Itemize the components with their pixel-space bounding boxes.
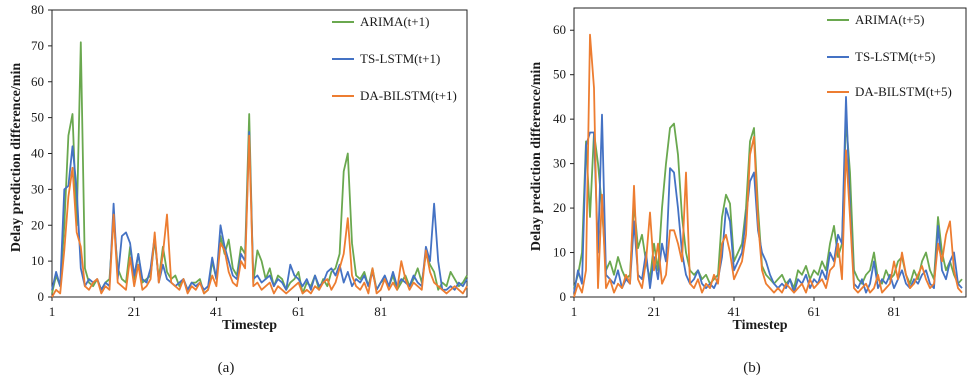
series-line-ARIMA(t+5) <box>573 118 963 290</box>
series-line-DA-BILSTM(t+5) <box>573 33 963 298</box>
legend-label: DA-BILSTM(t+1) <box>360 88 457 103</box>
y-tick-label: 10 <box>31 253 44 268</box>
y-axis-title: Delay prediction difference/min <box>9 63 24 252</box>
y-tick-label: 0 <box>560 289 567 304</box>
x-tick-label: 1 <box>49 304 56 319</box>
y-tick-label: 50 <box>31 110 44 125</box>
x-tick-label: 61 <box>808 304 821 319</box>
y-tick-label: 60 <box>31 74 44 89</box>
y-tick-label: 50 <box>553 67 566 82</box>
y-tick-label: 20 <box>553 200 566 215</box>
x-tick-label: 41 <box>210 304 223 319</box>
plot-frame <box>573 7 967 298</box>
figure-caption: (a) <box>218 360 235 376</box>
x-tick-label: 41 <box>728 304 741 319</box>
series-line-ARIMA(t+1) <box>51 41 468 295</box>
x-axis-title: Timestep <box>733 318 788 333</box>
y-tick-label: 0 <box>38 289 45 304</box>
figure-caption: (b) <box>743 360 761 376</box>
y-tick-label: 70 <box>31 38 44 53</box>
y-axis-title: Delay prediction difference/min <box>529 62 544 251</box>
x-tick-label: 1 <box>571 304 578 319</box>
chart-a: 0 10 20 30 40 50 60 70 80 1 21 41 61 81 Timestep Delay … <box>9 2 468 376</box>
x-axis-title: Timestep <box>222 318 277 333</box>
y-tick-label: 20 <box>31 217 44 232</box>
legend-label: ARIMA(t+5) <box>855 12 924 27</box>
y-tick-label: 40 <box>31 146 44 161</box>
legend-label: TS-LSTM(t+5) <box>855 49 935 64</box>
series-line-DA-BILSTM(t+1) <box>51 134 468 298</box>
x-tick-label: 81 <box>374 304 387 319</box>
chart-b: 0 10 20 30 40 50 60 1 21 41 61 81 Timestep Delay pred… <box>529 7 967 376</box>
x-tick-label: 21 <box>128 304 141 319</box>
x-tick-label: 61 <box>292 304 305 319</box>
y-tick-label: 30 <box>31 181 44 196</box>
series-line-TS-LSTM(t+1) <box>51 131 468 291</box>
y-tick-label: 30 <box>553 156 566 171</box>
y-tick-label: 80 <box>31 2 44 17</box>
x-tick-label: 81 <box>888 304 901 319</box>
y-tick-label: 10 <box>553 245 566 260</box>
legend-label: DA-BILSTM(t+5) <box>855 84 952 99</box>
y-tick-label: 60 <box>553 22 566 37</box>
legend-label: ARIMA(t+1) <box>360 14 429 29</box>
y-tick-label: 40 <box>553 111 566 126</box>
x-tick-label: 21 <box>648 304 661 319</box>
legend-label: TS-LSTM(t+1) <box>360 51 440 66</box>
